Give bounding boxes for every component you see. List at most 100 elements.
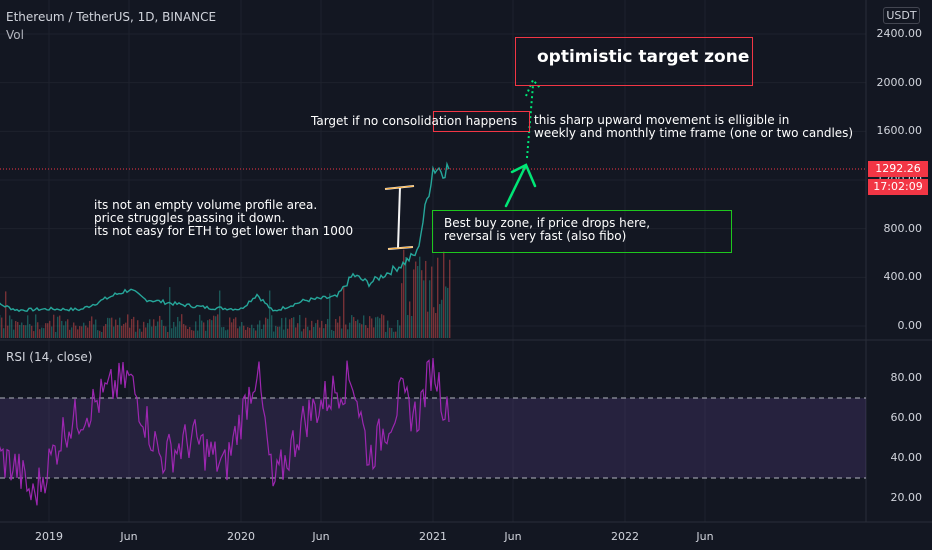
volume-bar <box>265 317 267 338</box>
volume-bar <box>213 315 215 338</box>
volume-bar <box>127 314 129 338</box>
volume-bar <box>71 327 73 338</box>
volume-bar <box>223 326 225 338</box>
volume-bar <box>291 317 293 338</box>
volume-bar <box>241 322 243 338</box>
volume-bar <box>47 323 49 338</box>
volume-bar <box>161 319 163 338</box>
volume-bar <box>311 320 313 338</box>
volume-bar <box>443 251 445 338</box>
volume-bar <box>21 322 23 338</box>
volume-bar <box>211 320 213 338</box>
rsi-tick-label: 40.00 <box>890 451 923 464</box>
volume-bar <box>341 328 343 338</box>
volume-bar <box>431 266 433 338</box>
green-arrow-drawing[interactable] <box>504 163 537 208</box>
volume-bar <box>99 330 101 338</box>
volume-bar <box>171 328 173 338</box>
volume-bar <box>179 321 181 338</box>
volume-bar <box>65 321 67 338</box>
volume-bar <box>3 328 5 338</box>
volume-bar <box>215 316 217 338</box>
volume-bar <box>377 316 379 338</box>
volume-bar <box>235 317 237 338</box>
volume-bar <box>427 311 429 338</box>
price-tick-label: 0.00 <box>897 319 923 332</box>
volume-bar <box>253 328 255 338</box>
symbol-title[interactable]: Ethereum / TetherUS, 1D, BINANCE <box>6 10 217 24</box>
volume-bar <box>407 315 409 338</box>
volume-bar <box>279 326 281 338</box>
volume-bar <box>357 319 359 338</box>
volume-bar <box>101 331 103 338</box>
dotted-target-arrow[interactable] <box>525 78 542 159</box>
price-series-line <box>0 161 450 313</box>
price-tick-label: 2000.00 <box>876 75 923 89</box>
volume-bar <box>251 324 253 338</box>
volume-bar <box>315 323 317 338</box>
volume-bar <box>273 331 275 338</box>
volume-bar <box>249 327 251 338</box>
volume-bar <box>169 287 171 338</box>
volume-bar <box>83 322 85 338</box>
volume-bar <box>97 330 99 338</box>
volume-bar <box>183 324 185 338</box>
volume-bar <box>429 280 431 338</box>
volume-bar <box>319 327 321 338</box>
volume-bar <box>159 315 161 338</box>
currency-badge[interactable]: USDT <box>883 7 920 24</box>
volume-bar <box>115 319 117 338</box>
target-zone-box[interactable] <box>515 37 753 86</box>
volume-bar <box>295 327 297 338</box>
rsi-tick-label: 60.00 <box>890 411 923 424</box>
volume-bar <box>165 326 167 338</box>
volume-bar <box>313 326 315 338</box>
volume-bar <box>147 323 149 338</box>
volume-bar <box>369 316 371 338</box>
volume-bar <box>301 331 303 338</box>
volume-bar <box>441 299 443 338</box>
volume-bar <box>297 323 299 338</box>
volume-bar <box>415 261 417 338</box>
volume-bar <box>113 326 115 338</box>
volume-bar <box>269 290 271 338</box>
volume-bar <box>145 327 147 338</box>
volume-bar <box>87 327 89 338</box>
volume-bar <box>257 324 259 338</box>
volume-bar <box>271 315 273 338</box>
volume-bar <box>307 326 309 338</box>
rsi-label[interactable]: RSI (14, close) <box>6 350 93 364</box>
volume-label[interactable]: Vol <box>6 28 24 42</box>
volume-bar <box>43 328 45 338</box>
volume-bar <box>75 325 77 338</box>
support-bracket-drawing[interactable] <box>384 185 415 250</box>
volume-bar <box>411 315 413 338</box>
volume-bar <box>351 315 353 338</box>
volume-bar <box>399 325 401 338</box>
time-tick-label: 2022 <box>611 530 639 543</box>
volume-bar <box>27 315 29 338</box>
volume-bar <box>57 316 59 338</box>
sharp-move-note-line-1: this sharp upward movement is elligible … <box>534 113 790 127</box>
volume-bar <box>323 328 325 338</box>
buy-zone-box[interactable] <box>432 210 732 253</box>
volume-bar <box>177 316 179 338</box>
volume-bar <box>187 329 189 338</box>
volume-bar <box>41 327 43 338</box>
volume-bar <box>85 325 87 338</box>
no-consolidation-box[interactable] <box>433 111 530 132</box>
volume-bar <box>225 330 227 338</box>
volume-bar <box>175 326 177 338</box>
volume-bar <box>143 321 145 338</box>
volume-bar <box>299 315 301 338</box>
last-price-tag: 1292.26 <box>868 161 928 177</box>
volume-bar <box>345 324 347 338</box>
volume-profile-note-line-1: its not an empty volume profile area. <box>94 198 318 212</box>
volume-bar <box>17 321 19 338</box>
volume-bar <box>123 323 125 338</box>
volume-bar <box>173 321 175 338</box>
volume-bar <box>293 317 295 338</box>
volume-profile-note-line-3: its not easy for ETH to get lower than 1… <box>94 224 354 238</box>
volume-bar <box>285 317 287 338</box>
